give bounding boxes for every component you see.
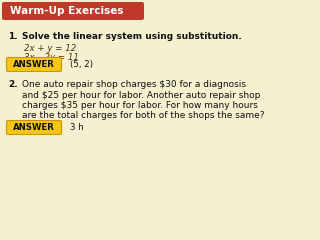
Text: 3 h: 3 h [70,123,84,132]
Text: Warm-Up Exercises: Warm-Up Exercises [10,6,124,16]
Text: One auto repair shop charges $30 for a diagnosis: One auto repair shop charges $30 for a d… [22,80,246,89]
Text: are the total charges for both of the shops the same?: are the total charges for both of the sh… [22,112,265,120]
Text: ANSWER: ANSWER [13,60,55,69]
FancyBboxPatch shape [6,120,61,134]
FancyBboxPatch shape [6,58,61,72]
Text: 1.: 1. [8,32,18,41]
Text: and $25 per hour for labor. Another auto repair shop: and $25 per hour for labor. Another auto… [22,90,260,100]
Text: (5, 2): (5, 2) [70,60,93,69]
Text: charges $35 per hour for labor. For how many hours: charges $35 per hour for labor. For how … [22,101,258,110]
Text: Solve the linear system using substitution.: Solve the linear system using substituti… [22,32,242,41]
Text: 2.: 2. [8,80,18,89]
Text: 2x + y = 12: 2x + y = 12 [24,44,76,53]
Text: 3x – 2y = 11: 3x – 2y = 11 [24,53,79,62]
FancyBboxPatch shape [2,2,144,20]
Text: ANSWER: ANSWER [13,123,55,132]
